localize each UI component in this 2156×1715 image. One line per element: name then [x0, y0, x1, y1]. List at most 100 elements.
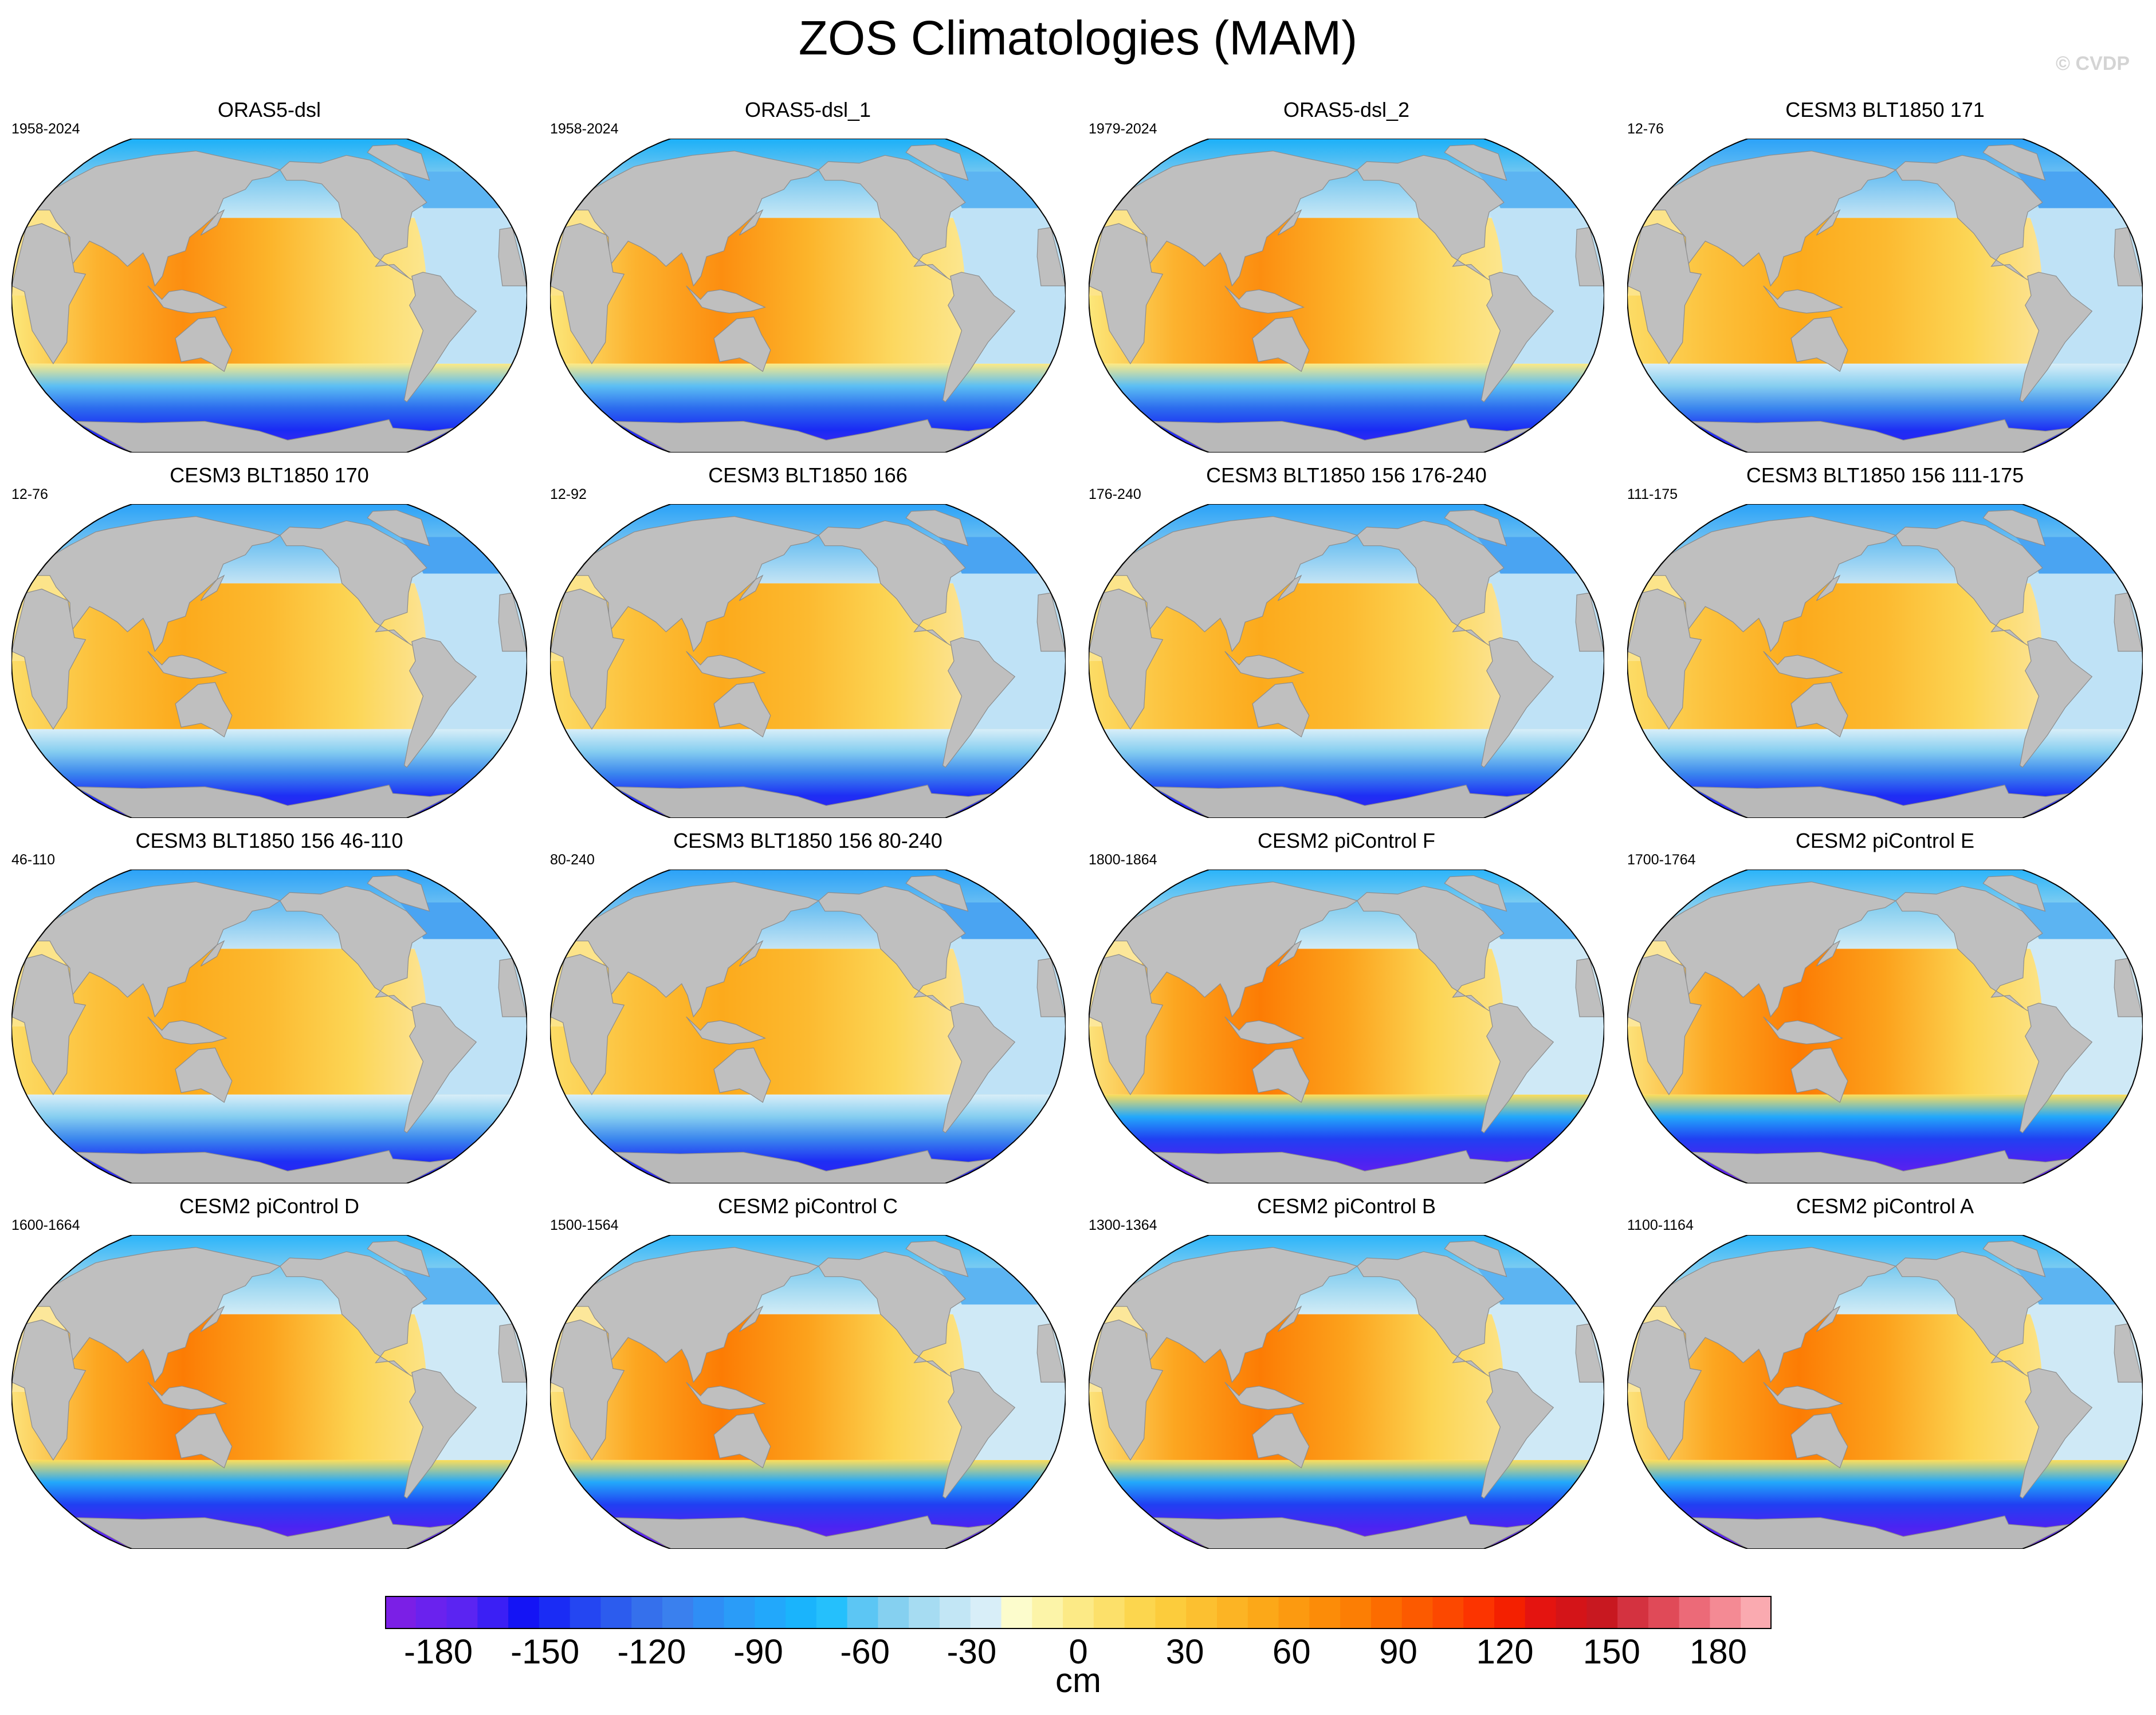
map-panel: CESM3 BLT1850 156 176-240 176-240 [1077, 463, 1616, 829]
colorbar-tick-label: -60 [840, 1633, 890, 1671]
map-border [1089, 1235, 1604, 1549]
colorbar-swatch [1032, 1596, 1063, 1629]
colorbar-tick-label: -120 [617, 1633, 686, 1671]
map-border [1627, 504, 2143, 818]
land-africa [550, 223, 625, 365]
colorbar-swatch [508, 1596, 540, 1629]
map-border [550, 870, 1066, 1183]
map-border [11, 870, 527, 1183]
land-australia [1790, 1413, 1848, 1469]
colorbar-swatch [1186, 1596, 1218, 1629]
colorbar-swatch [970, 1596, 1002, 1629]
panel-period-label: 1300-1364 [1089, 1217, 1157, 1233]
land-japan [200, 575, 225, 601]
land-indonesia [147, 1016, 227, 1045]
land-greenland [905, 144, 969, 181]
land-south-america [403, 637, 477, 768]
land-south-america [942, 637, 1016, 768]
land-australia [175, 1413, 233, 1469]
land-japan [200, 209, 225, 236]
robinson-map [550, 504, 1066, 818]
land-indonesia [147, 651, 227, 679]
land-north-america [1895, 886, 2043, 1012]
map-border [550, 504, 1066, 818]
map-panel: CESM2 piControl E 1700-1764 [1616, 828, 2154, 1195]
colorbar-swatch [1217, 1596, 1248, 1629]
land-south-america [942, 272, 1016, 403]
land-japan [1277, 575, 1302, 601]
land-japan [1816, 575, 1841, 601]
panel-title: CESM3 BLT1850 166 [708, 463, 908, 487]
colorbar-swatch [1648, 1596, 1680, 1629]
land-africa [1627, 223, 1702, 365]
map-border [1089, 139, 1604, 453]
land-africa [550, 1319, 625, 1461]
colorbar-swatch [539, 1596, 571, 1629]
land-africa [1089, 1319, 1164, 1461]
land-indonesia [1763, 651, 1843, 679]
land-japan [739, 575, 764, 601]
robinson-map [11, 1235, 527, 1549]
map-panel: ORAS5-dsl_2 1979-2024 [1077, 97, 1616, 464]
land-greenland [1982, 509, 2046, 546]
colorbar-tick-label: -150 [510, 1633, 580, 1671]
land-indonesia [686, 285, 766, 314]
land-africa-west [2114, 958, 2143, 1017]
colorbar-swatch [755, 1596, 786, 1629]
land-north-america [280, 520, 427, 646]
robinson-map [11, 139, 527, 453]
land-greenland [1982, 875, 2046, 912]
land-asia-europe [1652, 1246, 1897, 1383]
panel-title: CESM2 piControl B [1256, 1194, 1436, 1218]
colorbar-tick-label: 0 [1069, 1633, 1088, 1671]
land-antarctica [1152, 1515, 1532, 1549]
land-asia-europe [1652, 150, 1897, 287]
map-border [1627, 1235, 2143, 1549]
colorbar-tick-label: 150 [1582, 1633, 1640, 1671]
land-africa-west [1036, 1323, 1066, 1383]
colorbar-swatch [1710, 1596, 1741, 1629]
colorbar-tick-label: -180 [404, 1633, 473, 1671]
land-africa-west [1575, 592, 1604, 652]
robinson-map [11, 504, 527, 818]
colorbar-swatch [1124, 1596, 1156, 1629]
panel-period-label: 111-175 [1627, 486, 1678, 502]
colorbar-swatch [786, 1596, 817, 1629]
panel-period-label: 1600-1664 [11, 1217, 80, 1233]
land-australia [1790, 1047, 1848, 1103]
land-africa-west [1575, 1323, 1604, 1383]
land-africa-west [1036, 592, 1066, 652]
land-africa-west [1036, 227, 1066, 286]
land-indonesia [1224, 1016, 1305, 1045]
land-north-america [818, 886, 966, 1012]
colorbar-swatch [909, 1596, 940, 1629]
colorbar-tick-label: 60 [1272, 1633, 1311, 1671]
land-japan [739, 209, 764, 236]
map-panel: CESM2 piControl F 1800-1864 [1077, 828, 1616, 1195]
land-africa [11, 954, 87, 1096]
land-africa [1089, 954, 1164, 1096]
land-south-america [1480, 637, 1554, 768]
map-border [550, 1235, 1066, 1549]
panel-title: CESM2 piControl D [179, 1194, 360, 1218]
land-africa-west [498, 592, 527, 652]
robinson-map [1627, 139, 2143, 453]
land-africa [11, 1319, 87, 1461]
colorbar-swatch [1525, 1596, 1557, 1629]
colorbar-swatch [1401, 1596, 1434, 1629]
land-africa [11, 223, 87, 365]
panel-title: CESM2 piControl E [1795, 829, 1975, 852]
colorbar-swatch [415, 1596, 447, 1629]
land-australia [713, 316, 771, 372]
panel-period-label: 12-76 [1627, 121, 1664, 137]
land-antarctica [1691, 419, 2071, 453]
colorbar-swatch [1309, 1596, 1341, 1629]
land-south-america [403, 1002, 477, 1134]
land-indonesia [686, 1016, 766, 1045]
land-indonesia [1224, 651, 1305, 679]
panel-title: ORAS5-dsl [217, 98, 321, 121]
panel-period-label: 1958-2024 [11, 121, 80, 137]
colorbar-swatch [1247, 1596, 1279, 1629]
colorbar-swatch [940, 1596, 971, 1629]
land-japan [1277, 1305, 1302, 1332]
